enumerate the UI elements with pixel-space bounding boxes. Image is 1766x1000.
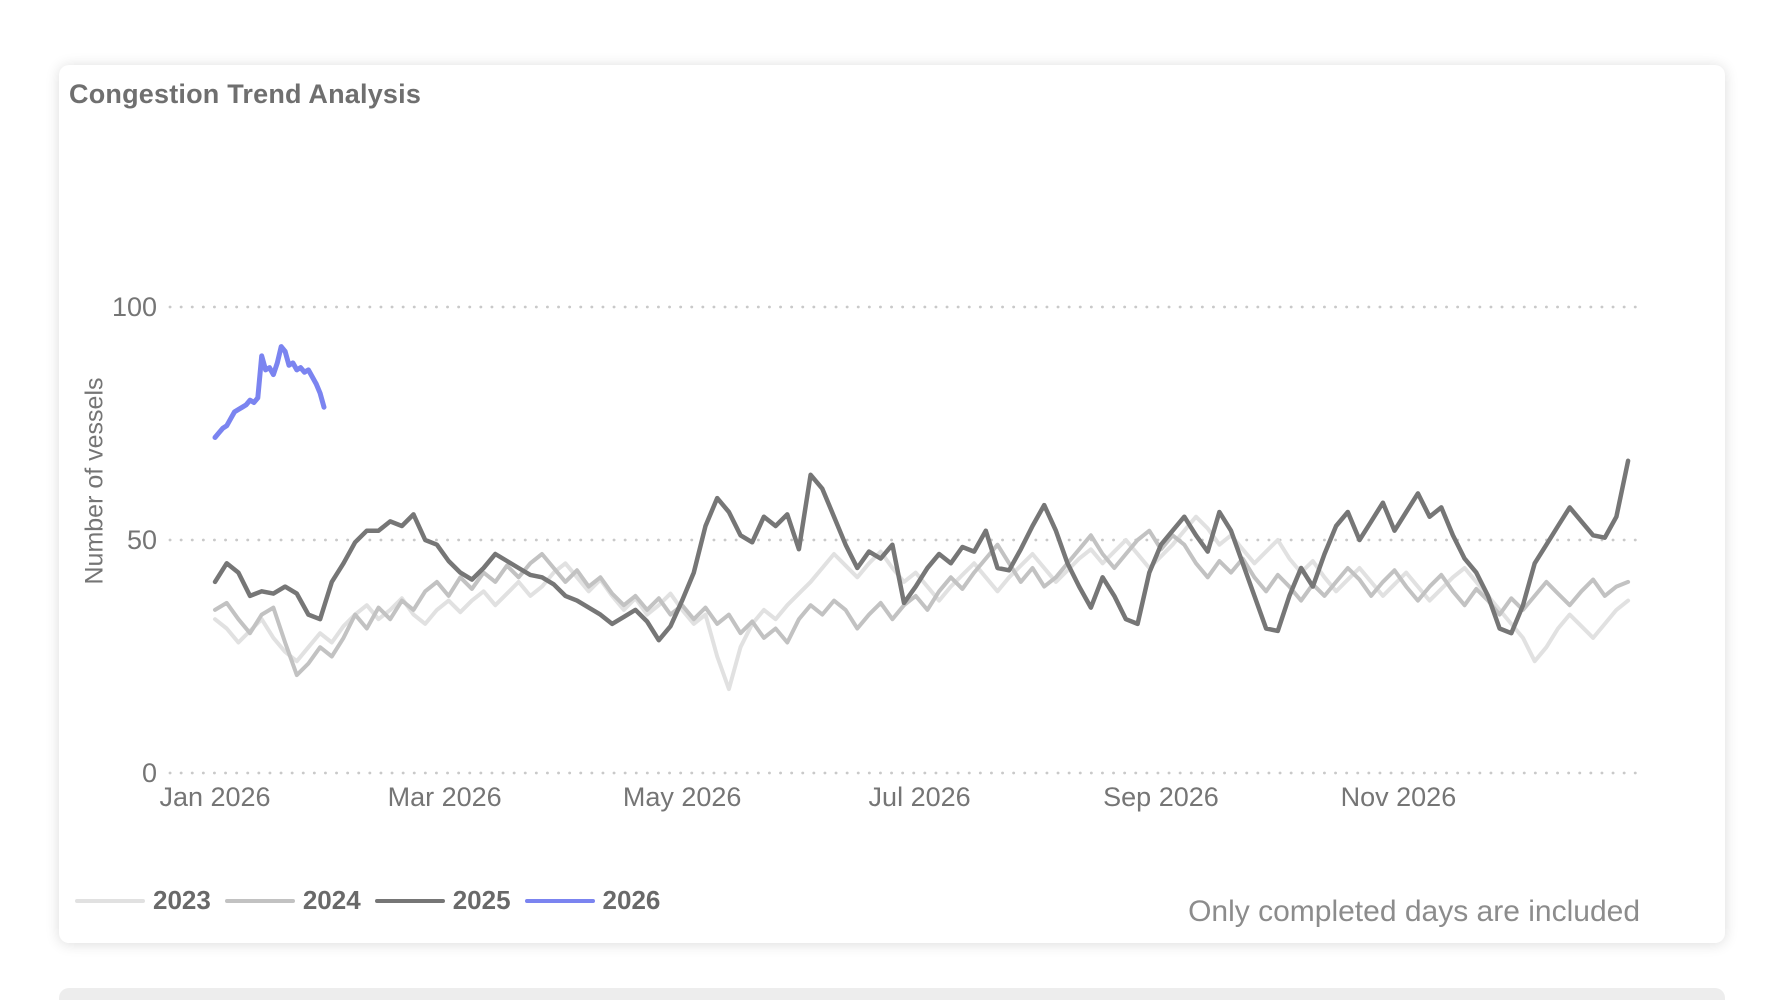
- legend-swatch-2024: [224, 898, 295, 903]
- y-tick-label: 0: [142, 758, 157, 788]
- line-chart-plot[interactable]: 0 50 100 Jan 2026 Mar 2026 May 2026 Jul 2026 Se…: [59, 65, 1725, 945]
- legend-item-2025[interactable]: 2025: [374, 885, 511, 916]
- x-tick-label: Nov 2026: [1341, 782, 1457, 812]
- series-line-2025[interactable]: [212, 458, 1631, 643]
- series-line-2024[interactable]: [213, 528, 1631, 678]
- chart-card: Congestion Trend Analysis Number of vess…: [59, 65, 1725, 943]
- legend-label-2025: 2025: [452, 885, 511, 915]
- legend-item-2023[interactable]: 2023: [75, 885, 211, 916]
- x-tick-label: May 2026: [623, 782, 742, 812]
- legend-swatch-2023: [75, 898, 145, 903]
- legend-swatch-2025: [374, 898, 445, 903]
- chart-title: Congestion Trend Analysis: [69, 79, 422, 109]
- x-tick-label: Sep 2026: [1103, 782, 1219, 812]
- legend-label-2024: 2024: [302, 885, 361, 915]
- legend-swatch-2026: [524, 898, 595, 903]
- x-tick-label: Jul 2026: [869, 782, 971, 812]
- series-line-2026[interactable]: [212, 344, 327, 440]
- next-card-edge: [59, 988, 1725, 1000]
- x-tick-label: Mar 2026: [388, 782, 502, 812]
- x-tick-label: Jan 2026: [159, 782, 270, 812]
- legend: 2023 2024 2025 2026: [75, 885, 674, 916]
- legend-item-2024[interactable]: 2024: [224, 885, 361, 916]
- legend-item-2026[interactable]: 2026: [524, 885, 661, 916]
- y-tick-label: 100: [112, 292, 157, 322]
- legend-label-2026: 2026: [602, 885, 661, 915]
- legend-label-2023: 2023: [153, 885, 211, 915]
- footnote: Only completed days are included: [1188, 895, 1640, 928]
- y-tick-label: 50: [127, 525, 157, 555]
